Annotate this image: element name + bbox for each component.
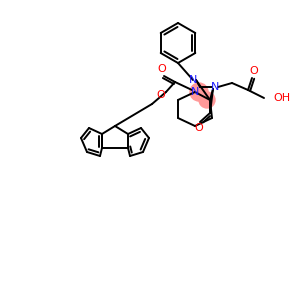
Text: O: O	[158, 64, 166, 74]
Text: O: O	[195, 123, 203, 133]
Text: N: N	[189, 75, 197, 85]
Text: O: O	[157, 90, 165, 100]
Text: N: N	[191, 87, 199, 97]
Circle shape	[199, 92, 215, 108]
Text: OH: OH	[273, 93, 290, 103]
Text: O: O	[250, 66, 258, 76]
Text: N: N	[211, 82, 219, 92]
Circle shape	[190, 83, 208, 101]
